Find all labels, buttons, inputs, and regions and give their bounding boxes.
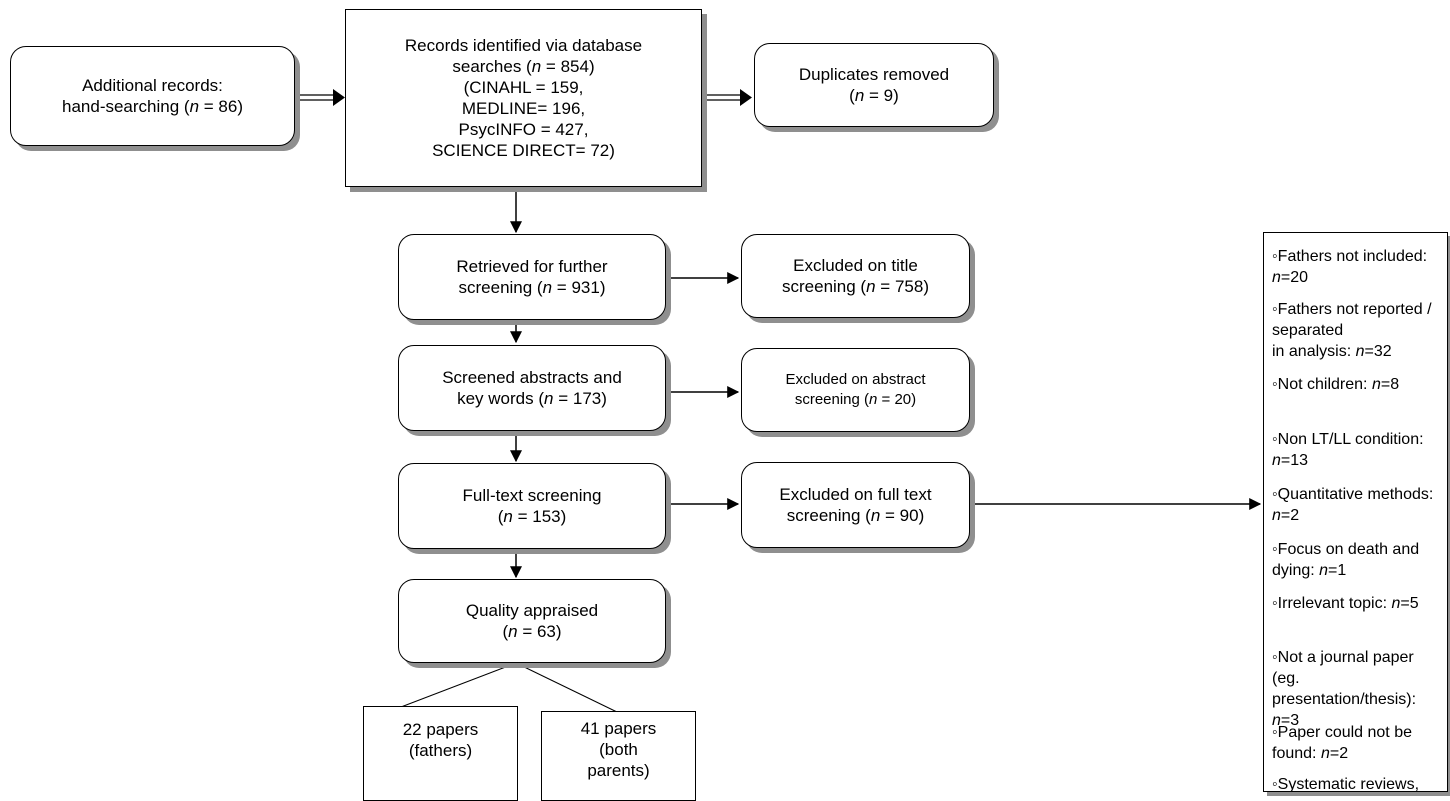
database-science-direct: SCIENCE DIRECT= 72): [432, 141, 615, 160]
hand-searching-line1: Additional records:: [82, 76, 223, 95]
excluded-title-box: Excluded on title screening (n = 758): [741, 234, 970, 318]
screened-abstracts-count: = 173): [553, 389, 607, 408]
screened-abstracts-box: Screened abstracts and key words (n = 17…: [398, 345, 666, 431]
excluded-title-count: = 758): [875, 277, 929, 296]
n-italic: n: [544, 389, 554, 408]
excluded-abstract-box: Excluded on abstract screening (n = 20): [741, 348, 970, 432]
excluded-full-text-line1: Excluded on full text: [779, 485, 932, 504]
reason-not-children: ◦Not children: n=8: [1272, 376, 1400, 393]
papers-both-line3: parents): [587, 761, 650, 780]
papers-both-line2: (both: [599, 740, 638, 759]
papers-both-line1: 41 papers: [580, 719, 657, 738]
excluded-full-text-line2: screening (: [786, 506, 871, 525]
database-cinahl: (CINAHL = 159,: [463, 78, 584, 97]
n-italic: n: [531, 57, 542, 76]
papers-fathers-line1: 22 papers: [402, 720, 479, 739]
quality-line2: (: [502, 622, 509, 641]
retrieved-count: = 931): [552, 278, 606, 297]
n-italic: n: [869, 391, 878, 408]
full-text-line1: Full-text screening: [462, 486, 602, 505]
reason-quantitative-methods: ◦Quantitative methods: n=2: [1272, 486, 1434, 524]
double-arrow-database-to-duplicates: [704, 89, 752, 106]
excluded-full-text-box: Excluded on full text screening (n = 90): [741, 462, 970, 548]
papers-fathers-line2: (fathers): [408, 741, 473, 760]
excluded-abstract-line2: screening (: [794, 391, 870, 408]
exclusion-reasons-panel: ◦Fathers not included: n=20 ◦Fathers not…: [1263, 232, 1448, 792]
n-italic: n: [542, 278, 553, 297]
hand-searching-box: Additional records: hand-searching (n = …: [10, 46, 295, 146]
retrieved-box: Retrieved for further screening (n = 931…: [398, 234, 666, 320]
reason-death-and-dying: ◦Focus on death and dying: n=1: [1272, 541, 1420, 579]
duplicates-count: = 9): [864, 86, 899, 105]
reason-paper-not-found: ◦Paper could not be found: n=2: [1272, 724, 1412, 762]
reason-irrelevant-topic: ◦Irrelevant topic: n=5: [1272, 595, 1419, 612]
database-line1: Records identified via database: [404, 36, 643, 55]
screened-abstracts-line2: key words (: [457, 389, 545, 408]
n-italic: n: [870, 506, 881, 525]
excluded-full-text-count: = 90): [880, 506, 925, 525]
hand-searching-line2: hand-searching (: [62, 97, 190, 116]
n-italic: n: [189, 97, 200, 116]
n-italic: n: [503, 507, 513, 526]
double-arrow-hand-to-database: [297, 89, 345, 106]
reason-fathers-not-reported: ◦Fathers not reported / separated in anal…: [1272, 301, 1432, 360]
line-quality-to-fathers: [400, 662, 517, 708]
duplicates-line1: Duplicates removed: [798, 65, 950, 84]
reason-not-journal-paper: ◦Not a journal paper (eg. presentation/th…: [1272, 649, 1417, 729]
reason-non-lt-ll-condition: ◦Non LT/LL condition: n=13: [1272, 431, 1424, 469]
database-count: = 854): [541, 57, 595, 76]
papers-both-box: 41 papers (both parents): [541, 711, 696, 801]
quality-line1: Quality appraised: [465, 601, 599, 620]
duplicates-box: Duplicates removed (n = 9): [754, 43, 994, 127]
n-italic: n: [854, 86, 865, 105]
full-text-screening-box: Full-text screening (n = 153): [398, 463, 666, 549]
full-text-line2: (: [497, 507, 504, 526]
duplicates-line2: (: [849, 86, 855, 105]
excluded-abstract-count: = 20): [877, 391, 917, 408]
line-quality-to-both: [515, 662, 618, 713]
database-line2: searches (: [452, 57, 532, 76]
hand-searching-count: = 86): [199, 97, 243, 116]
papers-fathers-box: 22 papers (fathers): [363, 706, 518, 801]
database-medline: MEDLINE= 196,: [461, 99, 586, 118]
database-psycinfo: PsycINFO = 427,: [458, 120, 589, 139]
screened-abstracts-line1: Screened abstracts and: [442, 368, 622, 387]
quality-appraised-box: Quality appraised (n = 63): [398, 579, 666, 663]
reason-systematic-reviews: ◦Systematic reviews, theoretical: [1272, 776, 1420, 792]
database-search-box: Records identified via database searches…: [345, 9, 702, 187]
reason-fathers-not-included: ◦Fathers not included: n=20: [1272, 248, 1428, 286]
quality-count: = 63): [517, 622, 562, 641]
full-text-count: = 153): [512, 507, 567, 526]
n-italic: n: [508, 622, 518, 641]
retrieved-line2: screening (: [458, 278, 543, 297]
n-italic: n: [866, 277, 876, 296]
retrieved-line1: Retrieved for further: [456, 257, 608, 276]
excluded-title-line2: screening (: [782, 277, 867, 296]
excluded-title-line1: Excluded on title: [793, 256, 918, 275]
excluded-abstract-line1: Excluded on abstract: [785, 371, 926, 388]
